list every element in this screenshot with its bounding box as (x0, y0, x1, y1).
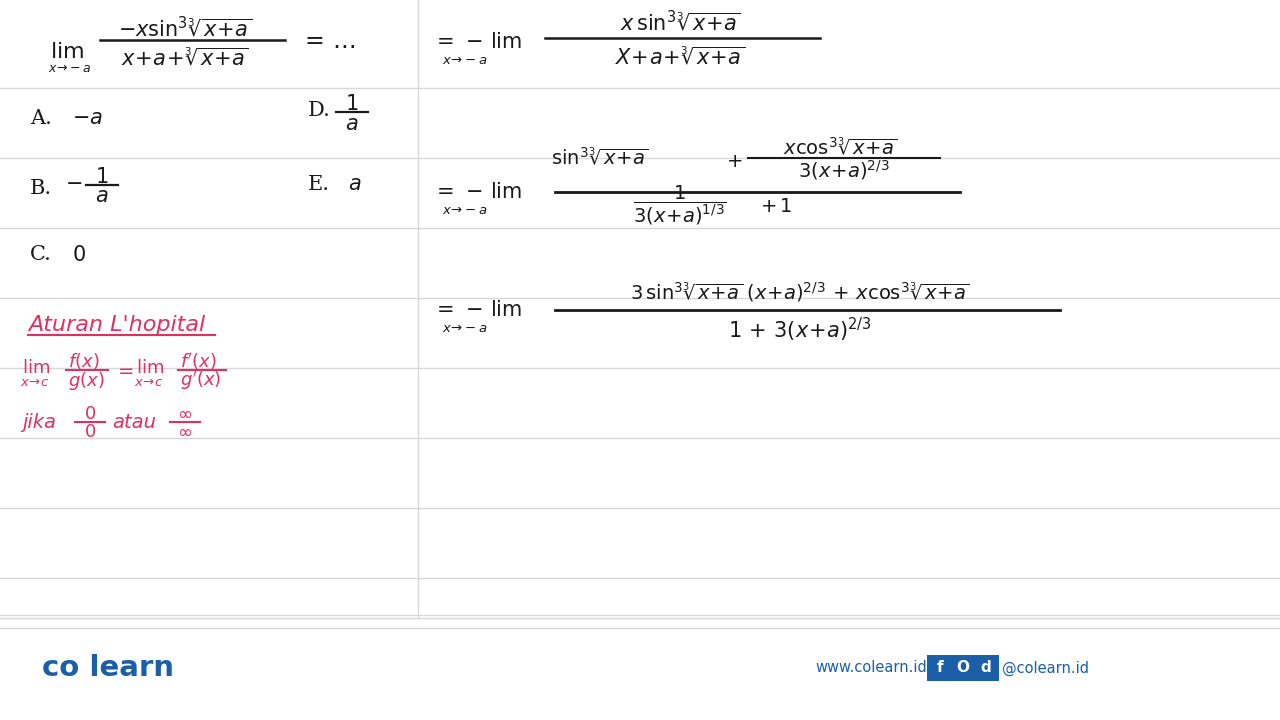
Text: $1\,+\,3(x\!+\!a)^{2/3}$: $1\,+\,3(x\!+\!a)^{2/3}$ (728, 316, 872, 344)
Text: $0$: $0$ (84, 405, 96, 423)
Text: $=\,-\,\lim$: $=\,-\,\lim$ (433, 182, 522, 202)
Text: $=\,\ldots$: $=\,\ldots$ (300, 30, 356, 53)
Text: D.: D. (308, 101, 330, 120)
Text: $\sin^3\!\sqrt[3]{x\!+\!a}$: $\sin^3\!\sqrt[3]{x\!+\!a}$ (552, 147, 649, 169)
Text: $0$: $0$ (84, 423, 96, 441)
Text: $g(x)$: $g(x)$ (68, 370, 105, 392)
Text: $a$: $a$ (348, 176, 361, 194)
Text: $3(x\!+\!a)^{2/3}$: $3(x\!+\!a)^{2/3}$ (799, 158, 890, 182)
Text: $-a$: $-a$ (72, 109, 102, 127)
Text: atau: atau (113, 413, 156, 431)
Text: $a$: $a$ (346, 114, 358, 133)
Text: $-x\sin^3\!\sqrt[3]{x\!+\!a}$: $-x\sin^3\!\sqrt[3]{x\!+\!a}$ (118, 15, 252, 40)
Text: $3\,\sin^3\!\sqrt[3]{x\!+\!a}\;(x\!+\!a)^{2/3}\,+\,x\cos^3\!\sqrt[3]{x\!+\!a}$: $3\,\sin^3\!\sqrt[3]{x\!+\!a}\;(x\!+\!a)… (630, 280, 970, 304)
Text: $X\!+\!a\!+\!\sqrt[3]{x\!+\!a}$: $X\!+\!a\!+\!\sqrt[3]{x\!+\!a}$ (614, 46, 745, 68)
Text: f: f (937, 660, 943, 675)
Text: d: d (980, 660, 992, 675)
Text: $\lim$: $\lim$ (136, 359, 164, 377)
Text: $x\!\to\!c$: $x\!\to\!c$ (134, 376, 164, 389)
Text: $=$: $=$ (114, 361, 134, 379)
Text: $x\!+\!a\!+\!\sqrt[3]{x\!+\!a}$: $x\!+\!a\!+\!\sqrt[3]{x\!+\!a}$ (122, 47, 248, 69)
Bar (973, 655, 998, 681)
Text: $0$: $0$ (72, 245, 86, 265)
Text: $=\,-\,\lim$: $=\,-\,\lim$ (433, 300, 522, 320)
Text: $g'(x)$: $g'(x)$ (180, 369, 221, 392)
Bar (927, 655, 954, 681)
Text: $\infty$: $\infty$ (178, 423, 192, 441)
Text: $\lim$: $\lim$ (50, 41, 84, 63)
Text: @colearn.id: @colearn.id (1002, 660, 1089, 675)
Text: A.: A. (29, 109, 52, 127)
Text: $f'(x)$: $f'(x)$ (180, 351, 216, 372)
Text: $x\!\to\!-a$: $x\!\to\!-a$ (442, 204, 488, 217)
Text: $1$: $1$ (346, 94, 358, 114)
Text: co learn: co learn (42, 654, 174, 682)
Text: $x\!\to\!c$: $x\!\to\!c$ (20, 376, 49, 389)
Text: $=\,-\,\lim$: $=\,-\,\lim$ (433, 32, 522, 52)
Text: $x\!\to\!-a$: $x\!\to\!-a$ (442, 322, 488, 335)
Bar (950, 655, 977, 681)
Text: O: O (956, 660, 969, 675)
Text: $a$: $a$ (95, 187, 109, 207)
Text: Aturan L'hopital: Aturan L'hopital (28, 315, 205, 335)
Text: www.colearn.id: www.colearn.id (815, 660, 927, 675)
Text: $x\!\to\!-a$: $x\!\to\!-a$ (49, 61, 91, 74)
Text: $-$: $-$ (65, 174, 82, 192)
Text: jika: jika (22, 413, 56, 431)
Text: $1$: $1$ (95, 167, 109, 187)
Text: C.: C. (29, 246, 52, 264)
Text: B.: B. (29, 179, 52, 197)
Text: E.: E. (308, 176, 330, 194)
Text: $\dfrac{1}{3(x\!+\!a)^{1/3}}$: $\dfrac{1}{3(x\!+\!a)^{1/3}}$ (634, 183, 727, 227)
Text: $\infty$: $\infty$ (178, 405, 192, 423)
Text: $+\,1$: $+\,1$ (760, 198, 792, 216)
Text: $x\cos^3\!\sqrt[3]{x\!+\!a}$: $x\cos^3\!\sqrt[3]{x\!+\!a}$ (783, 137, 897, 159)
Text: $x\,\sin^3\!\sqrt[3]{x\!+\!a}$: $x\,\sin^3\!\sqrt[3]{x\!+\!a}$ (620, 9, 740, 35)
Text: $\lim$: $\lim$ (22, 359, 50, 377)
Text: $x\!\to\!-a$: $x\!\to\!-a$ (442, 53, 488, 66)
Text: $f(x)$: $f(x)$ (68, 351, 100, 371)
Text: $+$: $+$ (726, 153, 742, 171)
